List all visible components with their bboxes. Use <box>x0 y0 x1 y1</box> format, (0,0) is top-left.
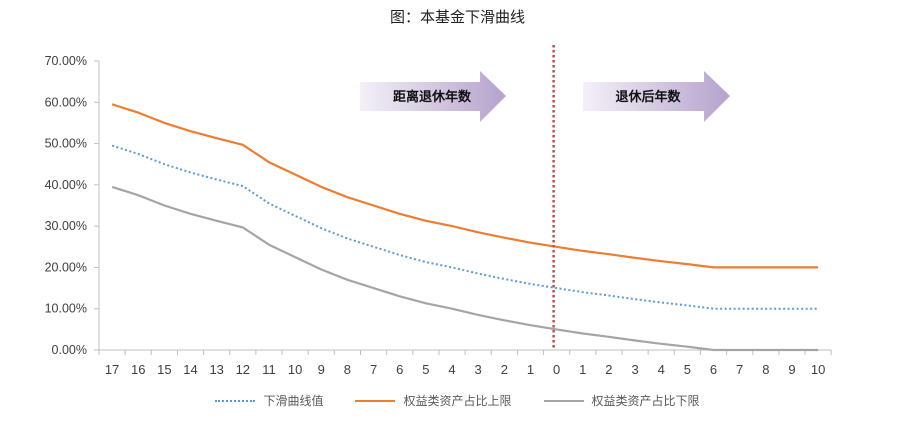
x-tick-label: 0 <box>553 362 560 377</box>
x-tick-label: 16 <box>131 362 145 377</box>
glide-path-chart: 0.00% 10.00% 20.00% 30.00% 40.00% 50.00% 60.00… <box>45 45 832 377</box>
legend-label: 下滑曲线值 <box>263 394 324 408</box>
x-tick-label: 7 <box>370 362 377 377</box>
x-tick-label: 9 <box>788 362 795 377</box>
x-tick-label: 5 <box>684 362 691 377</box>
series-line <box>111 144 819 310</box>
x-tick-label: 1 <box>579 362 586 377</box>
legend-item-glide: 下滑曲线值 <box>215 392 323 409</box>
after-retirement-label: 退休后年数 <box>615 89 681 105</box>
legend-item-upper: 权益类资产占比上限 <box>355 392 512 409</box>
chart-series <box>111 103 819 352</box>
legend-swatch-gray <box>543 399 584 402</box>
legend-item-lower: 权益类资产占比下限 <box>543 392 700 409</box>
chart-legend: 下滑曲线值 权益类资产占比上限 权益类资产占比下限 <box>0 392 915 409</box>
x-tick-label: 4 <box>448 362 455 377</box>
x-tick-label: 3 <box>631 362 638 377</box>
chart-title: 图：本基金下滑曲线 <box>389 8 525 26</box>
x-tick-label: 3 <box>475 362 482 377</box>
x-tick-label: 2 <box>501 362 508 377</box>
x-tick-label: 4 <box>658 362 665 377</box>
x-tick-label: 9 <box>318 362 325 377</box>
x-tick-label: 6 <box>710 362 717 377</box>
x-tick-label: 12 <box>236 362 250 377</box>
before-retirement-arrow: 距离退休年数 <box>360 71 506 122</box>
annotation-arrows: 距离退休年数 退休后年数 <box>360 71 730 122</box>
x-tick-label: 6 <box>396 362 403 377</box>
y-tick-label: 10.00% <box>45 302 87 316</box>
x-tick-label: 10 <box>811 362 825 377</box>
x-tick-label: 11 <box>262 362 276 377</box>
y-tick-label: 20.00% <box>45 260 87 274</box>
y-tick-label: 70.00% <box>45 54 87 68</box>
x-tick-label: 14 <box>183 362 197 377</box>
chart-axes: 0.00% 10.00% 20.00% 30.00% 40.00% 50.00% 60.00… <box>45 54 832 377</box>
series-line <box>111 103 819 269</box>
x-tick-label: 1 <box>527 362 534 377</box>
after-retirement-arrow: 退休后年数 <box>583 71 730 122</box>
legend-label: 权益类资产占比下限 <box>591 394 700 408</box>
x-tick-label: 17 <box>105 362 119 377</box>
x-tick-label: 15 <box>157 362 171 377</box>
y-tick-label: 30.00% <box>45 219 87 233</box>
x-tick-label: 8 <box>344 362 351 377</box>
before-retirement-label: 距离退休年数 <box>393 89 472 105</box>
y-tick-label: 0.00% <box>52 343 87 357</box>
series-line <box>111 185 819 352</box>
x-tick-label: 5 <box>422 362 429 377</box>
y-tick-label: 50.00% <box>45 137 87 151</box>
y-tick-label: 60.00% <box>45 95 87 109</box>
y-tick-label: 40.00% <box>45 178 87 192</box>
x-tick-label: 7 <box>736 362 743 377</box>
x-tick-label: 8 <box>762 362 769 377</box>
legend-label: 权益类资产占比上限 <box>403 394 512 408</box>
legend-swatch-dotted <box>215 399 256 402</box>
x-tick-label: 10 <box>288 362 302 377</box>
legend-swatch-orange <box>355 399 396 402</box>
x-tick-label: 13 <box>209 362 223 377</box>
x-tick-label: 2 <box>605 362 612 377</box>
